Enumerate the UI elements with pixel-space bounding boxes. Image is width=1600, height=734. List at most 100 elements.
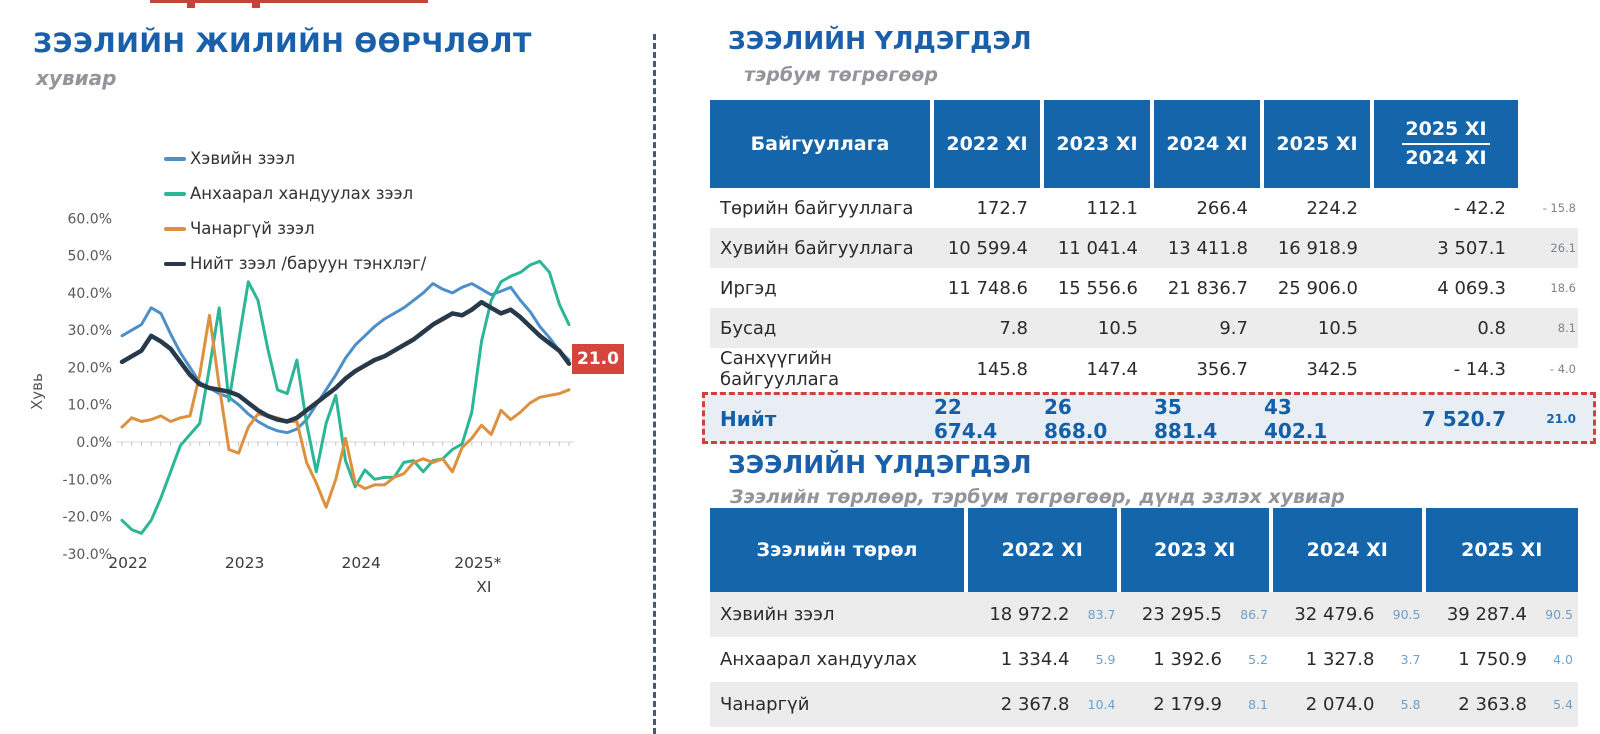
row-label: Анхаарал хандуулах (720, 649, 917, 670)
line-chart: 60.0% 50.0% 40.0% 30.0% 20.0% 10.0% 0.0% -10.0%… (62, 211, 574, 596)
value-cell: 21 836.7 (1167, 277, 1248, 299)
row-label: Хэвийн зээл (720, 604, 835, 625)
year-value-cell: 18 972.2 83.7 (968, 592, 1121, 637)
loan-balance-tables-section: ЗЭЭЛИЙН ҮЛДЭГДЭЛ тэрбум төгрөгөөр Байгуу… (700, 0, 1600, 734)
value-cell: 16 918.9 (1277, 237, 1358, 259)
balance-by-loan-type-table: Зээлийн төрөл 2022 XI 2023 XI 2024 XI 2025 X… (710, 508, 1578, 727)
percent-cell: - 15.8 (1542, 201, 1576, 215)
share-percent: 3.7 (1400, 652, 1421, 667)
value: 2 363.8 (1458, 694, 1527, 715)
legend-item: Анхаарал хандуулах зээл (164, 183, 426, 204)
table2-row: Анхаарал хандуулах 1 334.4 5.9 1 392.6 5.2 1 … (710, 637, 1578, 682)
chart-title: ЗЭЭЛИЙН ЖИЛИЙН ӨӨРЧЛӨЛТ (33, 28, 532, 59)
value: 39 287.4 (1446, 604, 1527, 625)
total-value-cell: 22 674.4 (934, 395, 998, 443)
value: 2 179.9 (1153, 694, 1222, 715)
value-cell: 7.8 (999, 317, 1028, 339)
table1-header-cell: Байгууллага (710, 100, 934, 188)
y-axis-tick-label: -30.0% (62, 547, 112, 563)
value: 1 327.8 (1305, 649, 1375, 670)
year-value-cell: 1 327.8 3.7 (1273, 637, 1426, 682)
row-label: Иргэд (720, 277, 777, 299)
percent-cell: - 4.0 (1549, 362, 1576, 376)
value-cell: 112.1 (1086, 197, 1138, 219)
balance-by-organization-table: Байгууллага 2022 XI 2023 XI 2024 XI 2025 XI 2… (702, 100, 1596, 444)
y-axis-tick-label: 30.0% (68, 323, 112, 339)
legend-swatch-icon (164, 226, 186, 231)
table1-row: Иргэд 11 748.6 15 556.6 21 836.7 25 906.0 4 0… (710, 268, 1578, 308)
table2-subtitle: Зээлийн төрлөөр, тэрбум төгрөгөөр, дүнд … (730, 486, 1345, 508)
value-cell: 25 906.0 (1277, 277, 1358, 299)
loan-annual-change-chart-section: ЗЭЭЛИЙН ЖИЛИЙН ӨӨРЧЛӨЛТ хувиар 60.0% 50.0… (0, 0, 655, 734)
table2-row: Чанаргүй 2 367.8 10.4 2 179.9 8.1 2 074.0 5.8 2… (710, 682, 1578, 727)
x-axis-tick-label: 2023 (225, 554, 264, 572)
share-percent: 5.2 (1248, 652, 1268, 667)
legend-label: Чанаргүй зээл (190, 219, 315, 238)
value: 18 972.2 (989, 604, 1070, 625)
change-column-denominator: 2024 XI (1405, 146, 1487, 169)
value-cell: 10 599.4 (947, 237, 1028, 259)
value: 2 074.0 (1305, 694, 1375, 715)
value-cell: 15 556.6 (1057, 277, 1138, 299)
total-row-highlight-box: Нийт 22 674.4 26 868.0 35 881.4 43 402.1 7 52… (702, 392, 1596, 444)
value-cell: 342.5 (1306, 358, 1358, 380)
y-axis-title: Хувь (28, 373, 46, 410)
share-percent: 10.4 (1087, 697, 1116, 712)
series-line-нийт-зээл-баруун-тэнхлэг- (119, 299, 572, 424)
vertical-dashed-divider (653, 34, 656, 734)
share-percent: 4.0 (1553, 652, 1573, 667)
change-cell: 4 069.3 (1437, 277, 1506, 299)
year-value-cell: 1 334.4 5.9 (968, 637, 1121, 682)
series-line-чанаргүй-зээл (120, 313, 571, 509)
year-value-cell: 2 074.0 5.8 (1273, 682, 1426, 727)
y-axis-tick-label: -10.0% (62, 472, 112, 488)
percent-cell: 18.6 (1550, 281, 1576, 295)
share-percent: 86.7 (1240, 607, 1268, 622)
year-value-cell: 39 287.4 90.5 (1426, 592, 1579, 637)
value: 23 295.5 (1141, 604, 1222, 625)
value-cell: 266.4 (1196, 197, 1248, 219)
share-percent: 83.7 (1087, 607, 1116, 622)
year-value-cell: 2 179.9 8.1 (1121, 682, 1274, 727)
value-cell: 13 411.8 (1167, 237, 1248, 259)
row-label: Чанаргүй (720, 694, 810, 715)
value-cell: 356.7 (1196, 358, 1248, 380)
table1-row: Хувийн байгууллага 10 599.4 11 041.4 13 411… (710, 228, 1578, 268)
y-axis-tick-label: -20.0% (62, 510, 112, 526)
y-axis-tick-label: 60.0% (68, 211, 112, 227)
legend-item: Хэвийн зээл (164, 148, 426, 169)
total-row-label: Нийт (720, 407, 777, 431)
chart-subtitle: хувиар (36, 66, 117, 90)
value: 1 392.6 (1153, 649, 1222, 670)
y-axis-tick-label: 40.0% (68, 286, 112, 302)
value-cell: 10.5 (1317, 317, 1358, 339)
total-change-cell: 7 520.7 (1421, 407, 1506, 431)
value: 1 334.4 (1000, 649, 1070, 670)
share-percent: 90.5 (1545, 607, 1573, 622)
legend-item: Чанаргүй зээл (164, 218, 426, 239)
year-value-cell: 23 295.5 86.7 (1121, 592, 1274, 637)
legend-swatch-icon (164, 261, 186, 266)
x-axis-tick-label: 2024 (341, 554, 380, 572)
year-value-cell: 32 479.6 90.5 (1273, 592, 1426, 637)
row-label: Хувийн байгууллага (720, 237, 914, 259)
table2-header-cell: 2023 XI (1120, 508, 1273, 592)
table2-header-row: Зээлийн төрөл 2022 XI 2023 XI 2024 XI 2025 X… (710, 508, 1578, 592)
change-column-numerator: 2025 XI (1402, 118, 1490, 145)
legend-label: Нийт зээл /баруун тэнхлэг/ (190, 254, 427, 273)
change-cell: 0.8 (1477, 317, 1506, 339)
year-value-cell: 2 363.8 5.4 (1426, 682, 1579, 727)
table1-header-cell: 2024 XI (1154, 100, 1264, 188)
value: 1 750.9 (1458, 649, 1527, 670)
value-cell: 145.8 (976, 358, 1028, 380)
value-cell: 224.2 (1306, 197, 1358, 219)
row-label: Бусад (720, 317, 777, 339)
series-line-анхаарал-хандуулах-зээл (120, 259, 571, 535)
value-cell: 11 748.6 (947, 277, 1028, 299)
legend-label: Хэвийн зээл (190, 149, 295, 168)
year-value-cell: 2 367.8 10.4 (968, 682, 1121, 727)
value: 32 479.6 (1294, 604, 1375, 625)
share-percent: 8.1 (1248, 697, 1268, 712)
y-axis-tick-label: 10.0% (68, 398, 112, 414)
row-label: Төрийн байгууллага (720, 197, 914, 219)
